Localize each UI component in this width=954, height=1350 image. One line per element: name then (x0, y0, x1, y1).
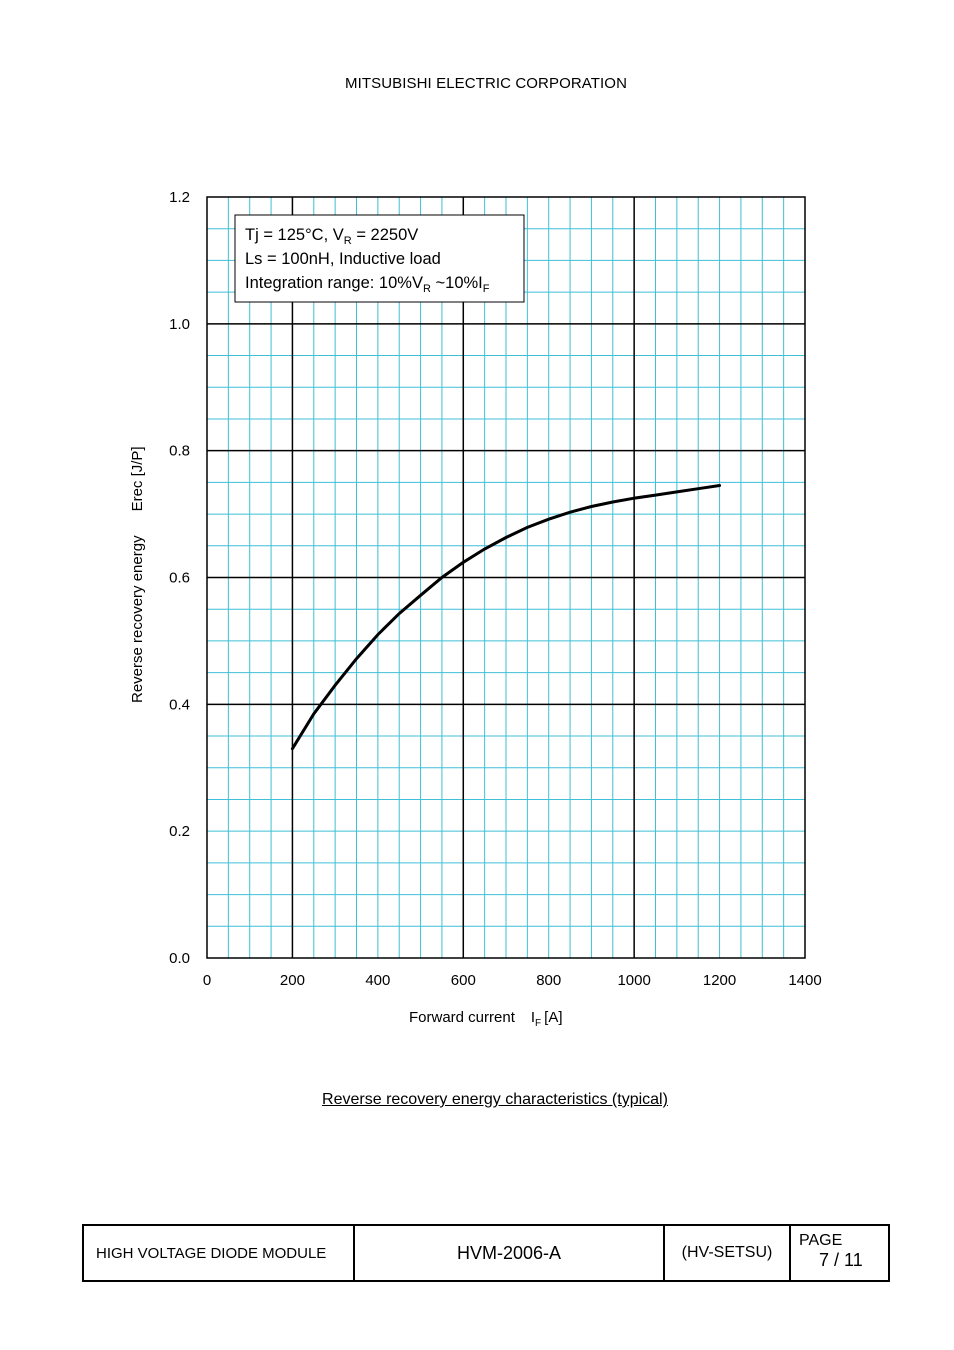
x-axis-symbol-sub: F (535, 1018, 541, 1029)
x-tick-label: 600 (451, 972, 476, 989)
x-tick-label: 1000 (617, 972, 650, 989)
x-tick-labels: 0 200 400 600 800 1000 1200 1400 (203, 972, 822, 989)
footer-doc-number: HVM-2006-A (355, 1226, 665, 1280)
x-tick-label: 1200 (703, 972, 736, 989)
annotation-line-3-sub1: R (423, 283, 431, 295)
annotation-line-1-sub: R (344, 235, 352, 247)
y-tick-label: 0.6 (169, 570, 190, 587)
chart-caption: Reverse recovery energy characteristics … (322, 1091, 668, 1108)
x-axis-symbol: I (531, 1009, 535, 1026)
plot-frame (206, 196, 806, 959)
x-axis-label-text: Forward current (409, 1009, 516, 1026)
footer-page-label: PAGE (799, 1232, 843, 1249)
footer-table: HIGH VOLTAGE DIODE MODULE HVM-2006-A (HV… (82, 1224, 890, 1282)
y-tick-labels: 0.0 0.2 0.4 0.6 0.8 1.0 1.2 (169, 189, 190, 967)
x-axis-label: Forward current IF [A] (409, 1009, 563, 1029)
chart: 0 200 400 600 800 1000 1200 1400 0.00.20.40.60.… (129, 189, 822, 1029)
annotation-line-3: Integration range: 10%VR ~10%IF (245, 274, 490, 295)
y-tick-label: 0.0 (169, 950, 190, 967)
y-tick-label: 1.0 (169, 316, 190, 333)
x-tick-label: 200 (280, 972, 305, 989)
y-tick-label: 0.4 (169, 696, 190, 713)
y-tick-label: 1.2 (169, 189, 190, 206)
annotation-box (234, 214, 525, 303)
y-axis-label: Reverse recovery energy Erec [J/P] (129, 446, 146, 703)
x-tick-label: 400 (365, 972, 390, 989)
x-axis-unit: [A] (544, 1009, 562, 1026)
series-line (290, 484, 722, 751)
y-tick-label: 0.8 (169, 443, 190, 460)
footer-code: (HV-SETSU) (665, 1226, 791, 1280)
annotation-line-1: Tj = 125°C, VR = 2250V (245, 226, 418, 247)
y-axis-symbol: Erec [J/P] (129, 446, 146, 511)
annotation-line-3-sub2: F (483, 283, 490, 295)
company-name: MITSUBISHI ELECTRIC CORPORATION (344, 75, 627, 92)
x-tick-label: 0 (203, 972, 211, 989)
x-tick-label: 800 (536, 972, 561, 989)
annotation-line-1-b: = 2250V (352, 226, 419, 244)
annotation-line-3-b: ~10%I (431, 274, 483, 292)
grid-major (207, 197, 805, 958)
y-tick-label: 0.2 (169, 823, 190, 840)
annotation-line-3-a: Integration range: 10%V (245, 274, 423, 292)
footer-page-number: 7 / 11 (819, 1250, 863, 1270)
footer-product: HIGH VOLTAGE DIODE MODULE (84, 1226, 355, 1280)
footer-page: PAGE 7 / 11 (791, 1226, 888, 1280)
x-tick-label: 1400 (788, 972, 821, 989)
y-axis-label-text: Reverse recovery energy (129, 535, 146, 703)
annotation-line-1-a: Tj = 125°C, V (245, 226, 344, 244)
annotation-line-2: Ls = 100nH, Inductive load (245, 250, 441, 268)
